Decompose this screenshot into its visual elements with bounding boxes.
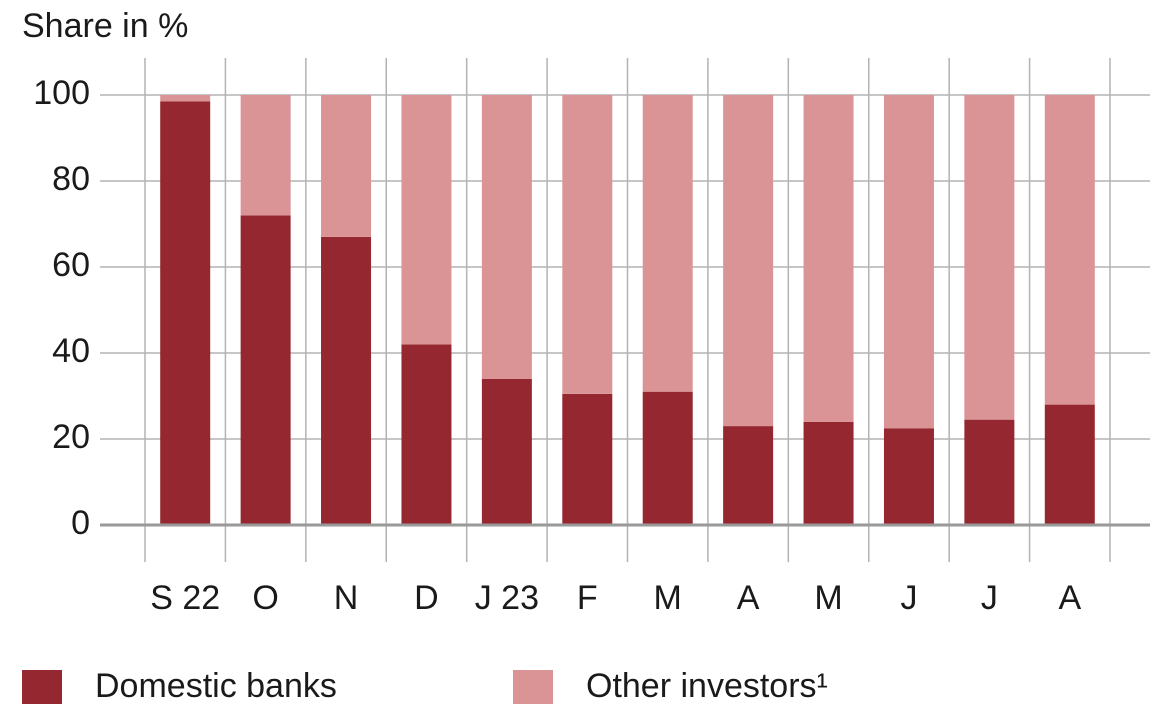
- legend-swatch: [22, 670, 62, 704]
- bar-segment: [401, 95, 452, 345]
- legend-label: Other investors¹: [586, 667, 828, 704]
- bar-segment: [964, 419, 1015, 525]
- x-tick-label: S 22: [150, 579, 220, 617]
- x-tick-label: M: [814, 579, 842, 617]
- y-axis-label: Share in %: [22, 7, 188, 45]
- bar-segment: [803, 421, 854, 525]
- bar-segment: [160, 95, 211, 102]
- bar-segment: [1044, 404, 1095, 525]
- x-tick-label: D: [414, 579, 439, 617]
- bar-segment: [803, 95, 854, 422]
- bar-segment: [723, 95, 774, 427]
- y-tick-label: 60: [52, 246, 90, 284]
- x-tick-label: N: [334, 579, 359, 617]
- bar-segment: [321, 95, 372, 237]
- bar-segment: [481, 95, 532, 379]
- bar-segment: [1044, 95, 1095, 405]
- y-tick-label: 40: [52, 332, 90, 370]
- x-tick-label: A: [737, 579, 760, 617]
- bar-segment: [964, 95, 1015, 420]
- bar-segment: [642, 95, 693, 392]
- x-tick-label: M: [654, 579, 682, 617]
- bar-segment: [642, 391, 693, 525]
- x-tick-label: J: [981, 579, 998, 617]
- bar-segment: [723, 426, 774, 525]
- bar-segment: [481, 378, 532, 525]
- bar-segment: [883, 428, 934, 525]
- bar-segment: [160, 101, 211, 525]
- bar-segment: [240, 95, 291, 216]
- y-tick-label: 0: [71, 504, 90, 542]
- y-tick-label: 20: [52, 418, 90, 456]
- bar-segment: [562, 95, 613, 394]
- legend-label: Domestic banks: [95, 667, 337, 704]
- y-tick-label: 100: [33, 74, 90, 112]
- bar-segment: [883, 95, 934, 429]
- legend-swatch: [513, 670, 553, 704]
- bar-segment: [240, 215, 291, 525]
- x-tick-label: J: [900, 579, 917, 617]
- bar-segment: [401, 344, 452, 525]
- x-tick-label: F: [577, 579, 598, 617]
- y-tick-label: 80: [52, 160, 90, 198]
- x-tick-label: J 23: [475, 579, 539, 617]
- bar-segment: [562, 393, 613, 525]
- x-tick-label: A: [1058, 579, 1081, 617]
- bar-segment: [321, 236, 372, 525]
- x-tick-label: O: [252, 579, 278, 617]
